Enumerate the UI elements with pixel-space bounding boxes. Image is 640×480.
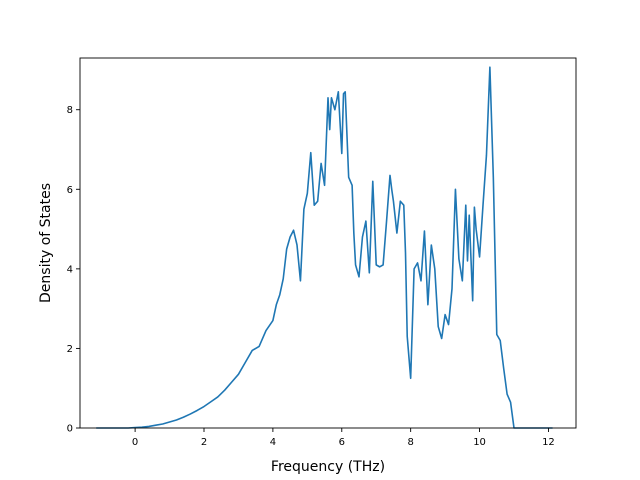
x-tick-label: 8 <box>407 437 413 448</box>
y-tick-label: 4 <box>67 264 73 275</box>
plot-area <box>96 66 553 429</box>
y-tick-label: 6 <box>67 185 73 196</box>
x-tick-label: 6 <box>339 437 345 448</box>
y-tick-label: 0 <box>67 424 73 435</box>
x-axis-ticks: 0 2 4 6 8 10 12 <box>132 428 555 448</box>
series-line <box>96 66 553 429</box>
x-tick-label: 10 <box>473 437 486 448</box>
y-axis-label: Density of States <box>38 183 54 303</box>
y-tick-label: 8 <box>67 105 73 116</box>
y-axis-ticks: 0 2 4 6 8 <box>67 105 80 435</box>
axes-frame <box>79 57 577 429</box>
x-tick-label: 4 <box>270 437 276 448</box>
x-tick-label: 0 <box>132 437 138 448</box>
x-axis-label: Frequency (THz) <box>271 459 385 475</box>
x-tick-label: 12 <box>542 437 555 448</box>
y-tick-label: 2 <box>67 344 73 355</box>
x-tick-label: 2 <box>201 437 207 448</box>
